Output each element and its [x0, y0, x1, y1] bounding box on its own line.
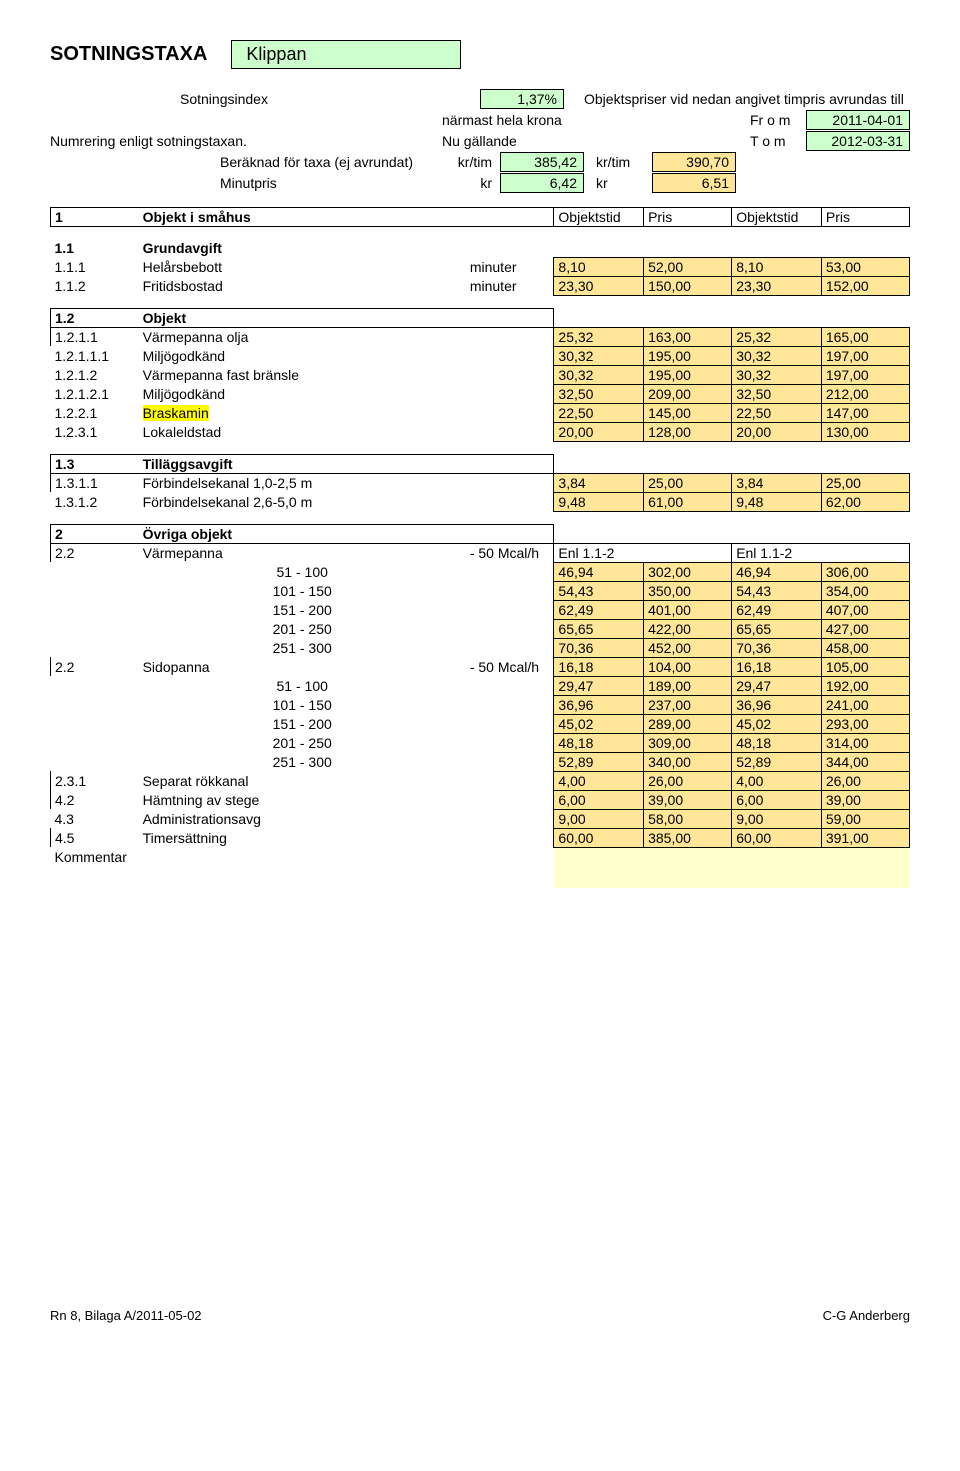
footer-right: C-G Anderberg — [823, 1308, 910, 1323]
table-row: 201 - 250 48,18 309,00 48,18 314,00 — [51, 733, 910, 752]
h-objektstid1: Objektstid — [554, 208, 644, 227]
table-row: 1.3.1.2 Förbindelsekanal 2,6-5,0 m 9,48 … — [51, 492, 910, 511]
table-row: 1.2.1.1.1 Miljögodkänd 30,32 195,00 30,3… — [51, 346, 910, 365]
krtim2-value: 390,70 — [652, 152, 736, 172]
section-header-row: 1 Objekt i småhus Objektstid Pris Objekt… — [51, 208, 910, 227]
from-label: Fr o m — [744, 112, 806, 128]
table-row: 51 - 100 29,47 189,00 29,47 192,00 — [51, 676, 910, 695]
table-row: 4.5 Timersättning 60,00 385,00 60,00 391… — [51, 828, 910, 847]
s1-label: Objekt i småhus — [139, 208, 466, 227]
table-row: 2 Övriga objekt — [51, 524, 910, 543]
from-date: 2011-04-01 — [806, 110, 910, 130]
table-row: 4.3 Administrationsavg 9,00 58,00 9,00 5… — [51, 809, 910, 828]
krtim2-label: kr/tim — [584, 154, 652, 170]
table-row: 251 - 300 52,89 340,00 52,89 344,00 — [51, 752, 910, 771]
table-row: 1.2.1.2.1 Miljögodkänd 32,50 209,00 32,5… — [51, 384, 910, 403]
sotningsindex-value: 1,37% — [480, 89, 564, 109]
table-row: 151 - 200 62,49 401,00 62,49 407,00 — [51, 600, 910, 619]
table-row: 4.2 Hämtning av stege 6,00 39,00 6,00 39… — [51, 790, 910, 809]
footer-left: Rn 8, Bilaga A/2011-05-02 — [50, 1308, 202, 1323]
h-pris1: Pris — [644, 208, 732, 227]
table-row — [51, 868, 910, 888]
h-pris2: Pris — [821, 208, 909, 227]
table-row: 51 - 100 46,94 302,00 46,94 306,00 — [51, 562, 910, 581]
h-objektstid2: Objektstid — [732, 208, 822, 227]
numrering-label: Numrering enligt sotningstaxan. — [50, 133, 350, 149]
table-row: 1.3.1.1 Förbindelsekanal 1,0-2,5 m 3,84 … — [51, 473, 910, 492]
table-row: 1.1 Grundavgift — [51, 239, 910, 257]
s1-num: 1 — [51, 208, 139, 227]
table-row: 1.2 Objekt — [51, 308, 910, 327]
main-table: 1 Objekt i småhus Objektstid Pris Objekt… — [50, 207, 910, 888]
kommentar-row: Kommentar — [51, 847, 910, 868]
kr2-label: kr — [584, 175, 652, 191]
municipality-box: Klippan — [231, 40, 461, 69]
table-row: 1.2.3.1 Lokaleldstad 20,00 128,00 20,00 … — [51, 422, 910, 441]
tom-label: T o m — [744, 133, 806, 149]
kr1-label: kr — [442, 175, 492, 191]
krtim1-value: 385,42 — [500, 152, 584, 172]
table-row: 151 - 200 45,02 289,00 45,02 293,00 — [51, 714, 910, 733]
index-note: Objektspriser vid nedan angivet timpris … — [584, 91, 904, 107]
table-row: 1.1.2 Fritidsbostad minuter 23,30 150,00… — [51, 276, 910, 295]
table-row: 1.2.2.1 Braskamin 22,50 145,00 22,50 147… — [51, 403, 910, 422]
page-footer: Rn 8, Bilaga A/2011-05-02 C-G Anderberg — [50, 1308, 910, 1323]
table-row: 1.3 Tilläggsavgift — [51, 454, 910, 473]
table-row: 201 - 250 65,65 422,00 65,65 427,00 — [51, 619, 910, 638]
tom-date: 2012-03-31 — [806, 131, 910, 151]
title: SOTNINGSTAXA — [50, 43, 207, 66]
minutpris-label: Minutpris — [220, 175, 442, 191]
table-row: 2.2 Värmepanna - 50 Mcal/h Enl 1.1-2 Enl… — [51, 543, 910, 562]
table-row: 1.2.1.2 Värmepanna fast bränsle 30,32 19… — [51, 365, 910, 384]
kr2-value: 6,51 — [652, 173, 736, 193]
line2-left: närmast hela krona — [442, 112, 744, 128]
table-row: 1.2.1.1 Värmepanna olja 25,32 163,00 25,… — [51, 327, 910, 346]
table-row: 2.2 Sidopanna - 50 Mcal/h 16,18 104,00 1… — [51, 657, 910, 676]
document-header: SOTNINGSTAXA Klippan — [50, 40, 910, 69]
kr1-value: 6,42 — [500, 173, 584, 193]
table-row: 1.1.1 Helårsbebott minuter 8,10 52,00 8,… — [51, 257, 910, 276]
table-row: 101 - 150 36,96 237,00 36,96 241,00 — [51, 695, 910, 714]
krtim1-label: kr/tim — [442, 154, 492, 170]
table-row: 251 - 300 70,36 452,00 70,36 458,00 — [51, 638, 910, 657]
beraknad-label: Beräknad för taxa (ej avrundat) — [220, 154, 442, 170]
sotningsindex-label: Sotningsindex — [50, 91, 480, 107]
table-row: 2.3.1 Separat rökkanal 4,00 26,00 4,00 2… — [51, 771, 910, 790]
info-block: Sotningsindex 1,37% Objektspriser vid ne… — [50, 89, 910, 193]
table-row: 101 - 150 54,43 350,00 54,43 354,00 — [51, 581, 910, 600]
nu-gallande: Nu gällande — [442, 133, 744, 149]
